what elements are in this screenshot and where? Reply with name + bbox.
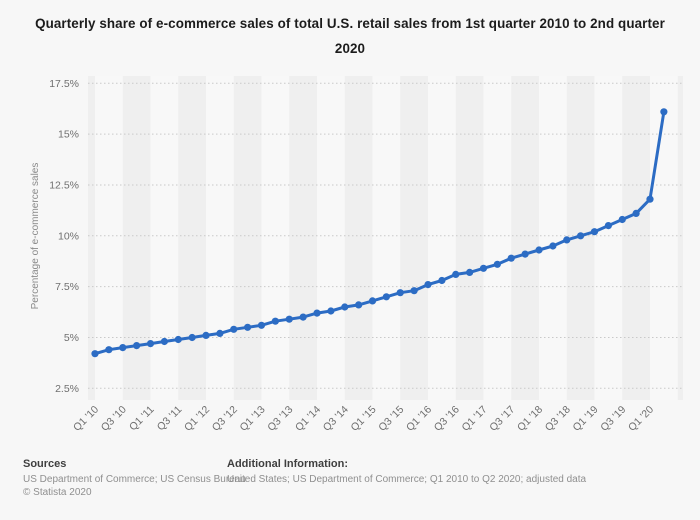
svg-text:Q3 '10: Q3 '10 [99, 404, 129, 434]
svg-text:Q1 '18: Q1 '18 [515, 404, 545, 434]
svg-text:2.5%: 2.5% [55, 383, 79, 395]
sources-block: Sources US Department of Commerce; US Ce… [23, 458, 246, 499]
svg-text:Q1 '10: Q1 '10 [71, 404, 101, 434]
additional-info-heading: Additional Information: [227, 458, 348, 470]
svg-text:Percentage of e-commerce sales: Percentage of e-commerce sales [30, 163, 41, 310]
svg-text:7.5%: 7.5% [55, 281, 79, 293]
sources-heading: Sources [23, 458, 67, 470]
svg-text:Q1 '17: Q1 '17 [459, 404, 489, 434]
additional-info-text: United States; US Department of Commerce… [227, 474, 587, 485]
svg-text:Q1 '20: Q1 '20 [626, 404, 656, 434]
chart-area: 2.5% 5% 7.5% 10% 12.5% 15% 17.5% Q1 '10 Q3 '10 Q1… [30, 76, 683, 434]
additional-info-block: Additional Information: United States; U… [227, 458, 586, 486]
svg-text:Q3 '12: Q3 '12 [210, 404, 240, 434]
statista-copyright: © Statista 2020 [23, 487, 92, 498]
svg-text:Q3 '17: Q3 '17 [487, 404, 517, 434]
svg-text:17.5%: 17.5% [49, 78, 79, 90]
svg-text:Q1 '14: Q1 '14 [293, 404, 323, 434]
svg-text:12.5%: 12.5% [49, 179, 79, 191]
svg-text:Q1 '11: Q1 '11 [127, 404, 157, 434]
svg-text:Q3 '11: Q3 '11 [155, 404, 185, 434]
svg-text:5%: 5% [64, 332, 79, 344]
svg-text:Q1 '16: Q1 '16 [404, 404, 434, 434]
svg-text:Q1 '19: Q1 '19 [570, 404, 600, 434]
svg-text:Q3 '18: Q3 '18 [543, 404, 573, 434]
svg-text:10%: 10% [58, 230, 79, 242]
svg-text:Q3 '15: Q3 '15 [376, 404, 406, 434]
svg-text:Q3 '14: Q3 '14 [321, 404, 351, 434]
svg-text:Q3 '19: Q3 '19 [598, 404, 628, 434]
svg-text:Q1 '15: Q1 '15 [348, 404, 378, 434]
svg-text:Q3 '13: Q3 '13 [265, 404, 295, 434]
sources-text: US Department of Commerce; US Census Bur… [23, 474, 246, 485]
svg-text:15%: 15% [58, 129, 79, 141]
chart-title: Quarterly share of e-commerce sales of t… [35, 16, 665, 56]
svg-text:Q1 '13: Q1 '13 [237, 404, 267, 434]
svg-text:Q3 '16: Q3 '16 [432, 404, 462, 434]
svg-text:Q1 '12: Q1 '12 [182, 404, 212, 434]
